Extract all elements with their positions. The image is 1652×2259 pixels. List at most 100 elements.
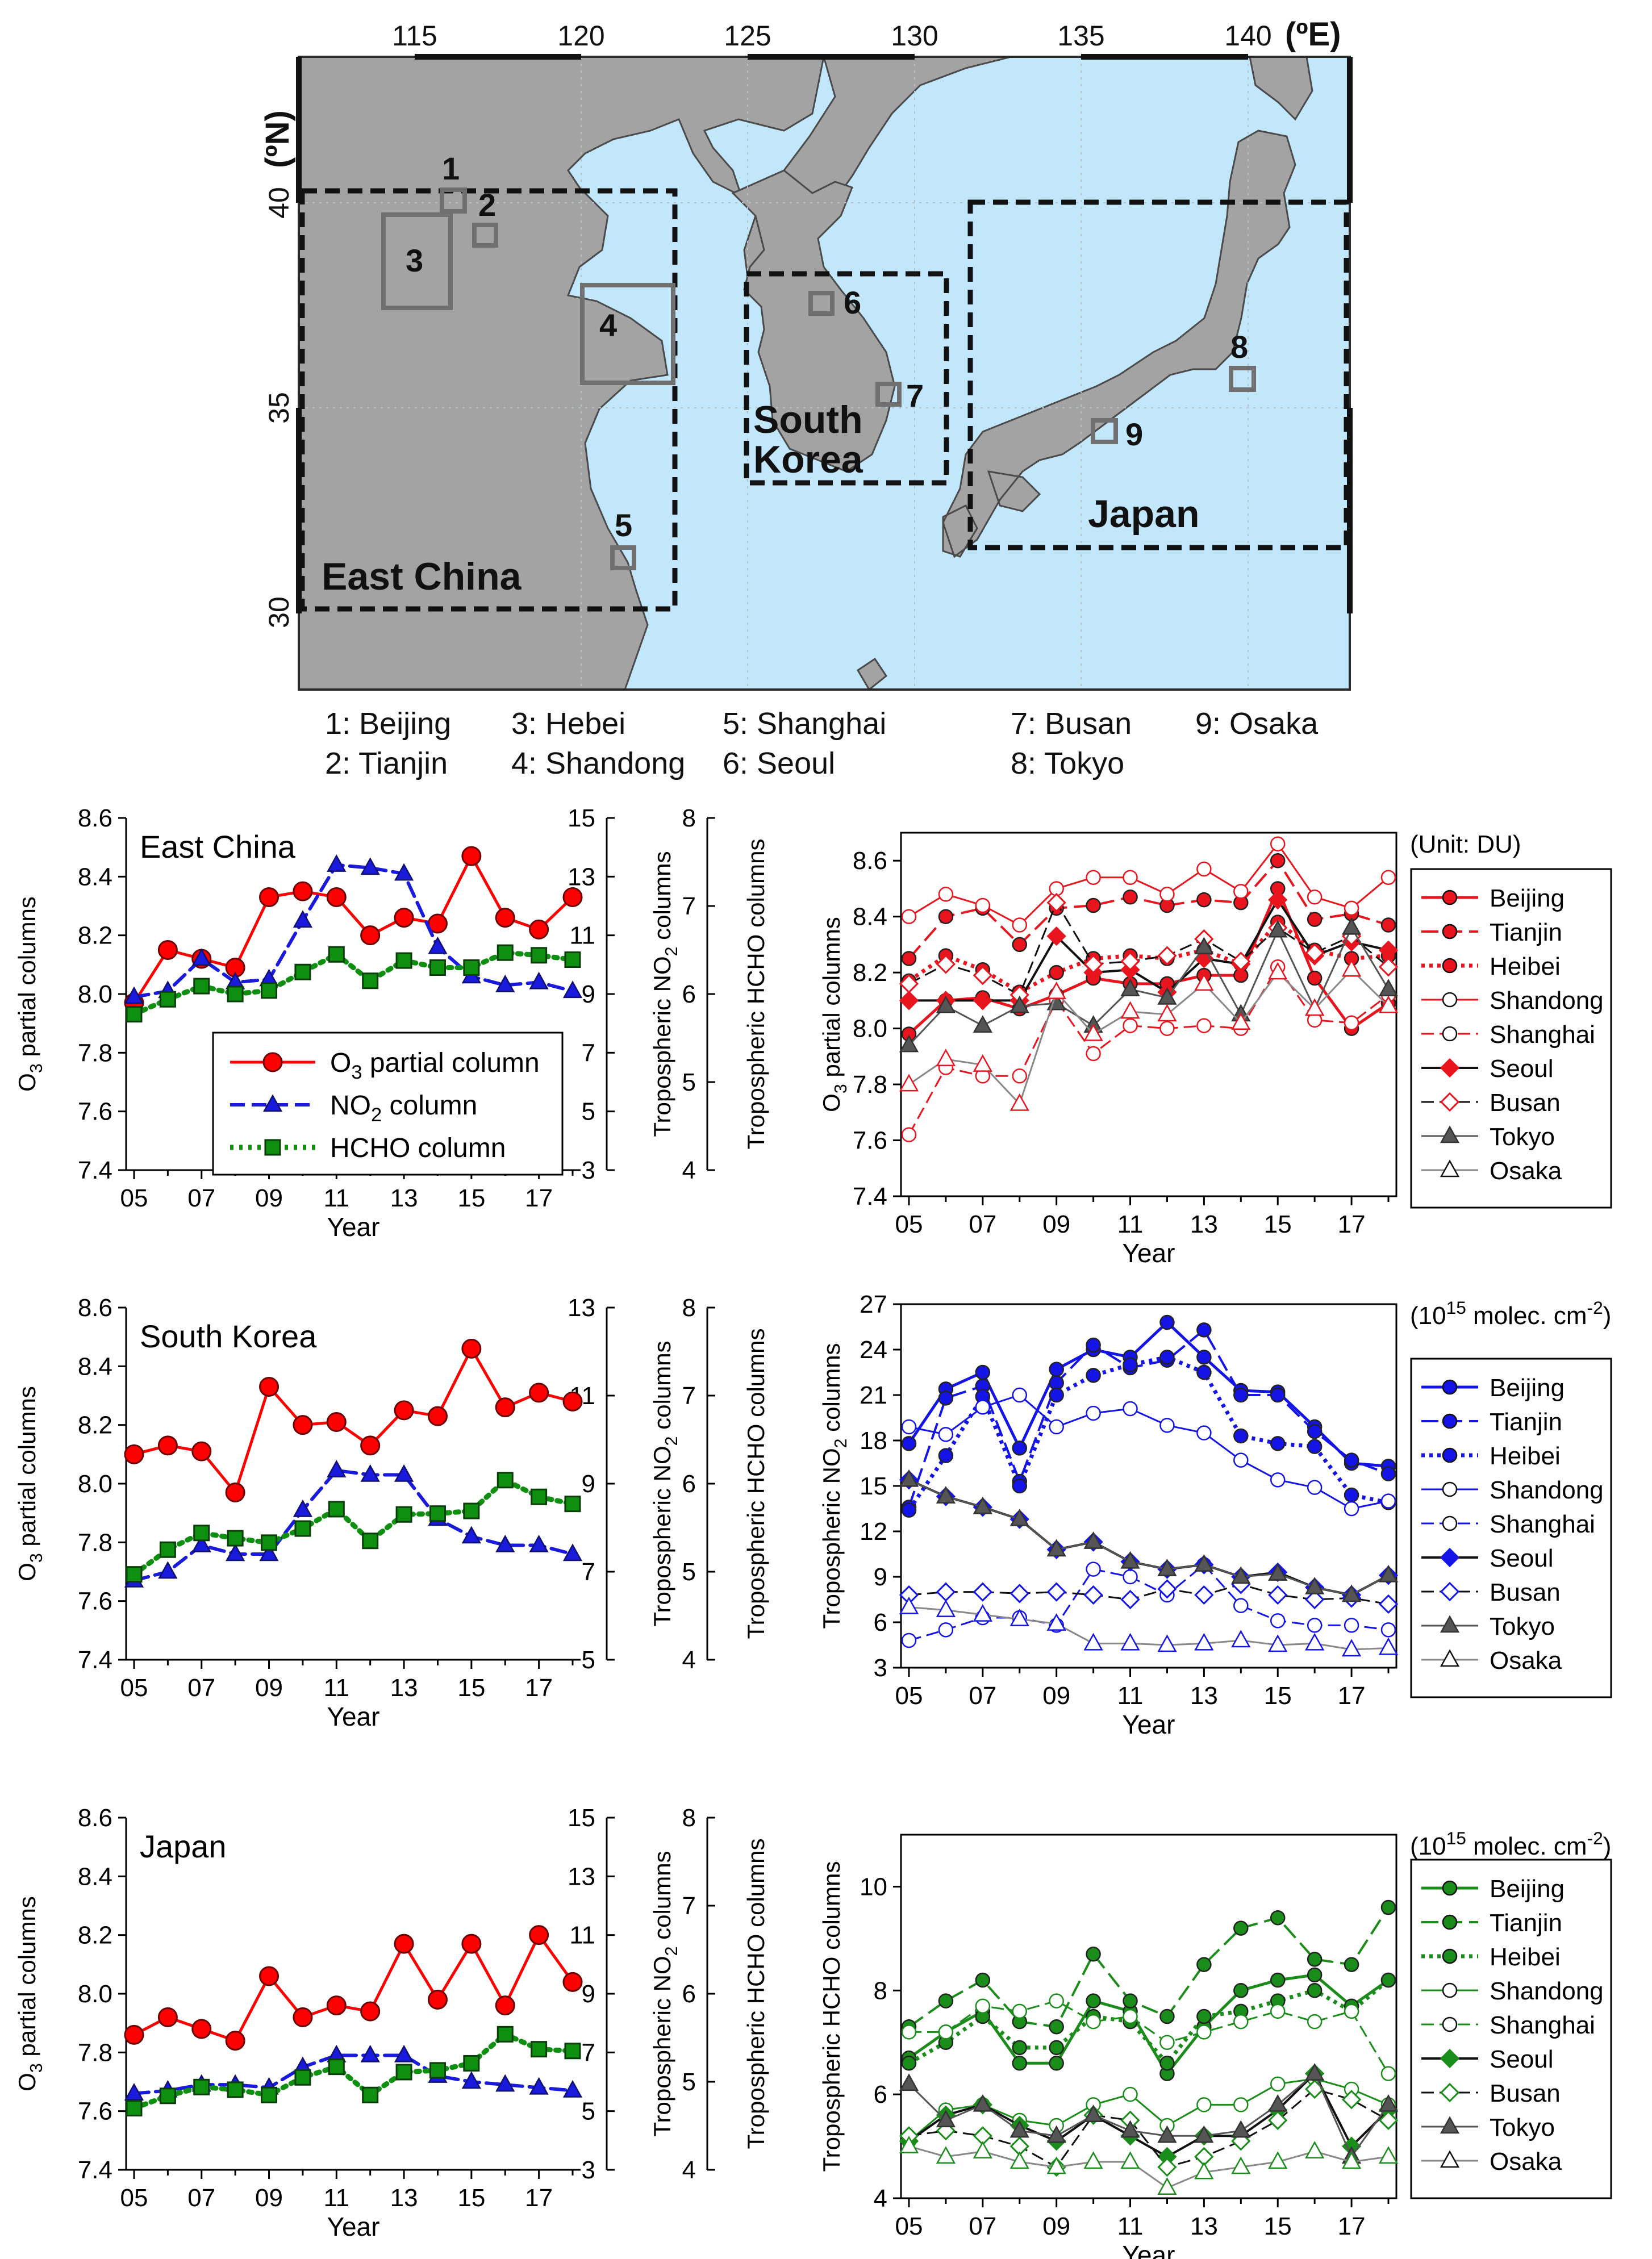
- data-point: [938, 909, 954, 924]
- data-point: [1194, 937, 1214, 955]
- y-axis-label: O3 partial columns: [14, 896, 46, 1092]
- data-point: [1120, 1589, 1140, 1610]
- legend-label: Heibei: [1490, 1943, 1561, 1971]
- y2-tick-label: 15: [568, 1804, 595, 1832]
- data-point: [360, 1435, 381, 1456]
- data-point: [1123, 870, 1138, 886]
- legend-marker: [1440, 2082, 1460, 2103]
- data-point: [1159, 2009, 1175, 2024]
- y3-tick-label: 4: [682, 2156, 696, 2184]
- data-point: [1270, 1387, 1286, 1403]
- x-tick-label: 05: [120, 2184, 148, 2212]
- data-point: [1123, 2009, 1138, 2024]
- data-point: [1049, 1387, 1064, 1403]
- legend-label: Tokyo: [1490, 1613, 1555, 1640]
- data-point: [529, 1925, 549, 1945]
- data-point: [899, 974, 919, 993]
- data-point: [126, 1566, 143, 1583]
- legend-label: Heibei: [1490, 953, 1561, 980]
- legend-label: HCHO column: [330, 1133, 506, 1163]
- x-tick-label: 15: [1264, 2212, 1292, 2240]
- data-point: [193, 1525, 210, 1542]
- x-tick-label: 17: [525, 1674, 553, 1702]
- x-tick-label: 05: [120, 1674, 148, 1702]
- site-legend-item: 4: Shandong: [511, 746, 685, 780]
- data-point: [427, 1406, 448, 1426]
- y-axis-label: O3 partial columns: [14, 1386, 46, 1581]
- data-point: [899, 1469, 919, 1487]
- data-point: [1086, 2014, 1101, 2030]
- data-point: [1083, 1023, 1103, 1041]
- data-point: [975, 1400, 991, 1415]
- data-point: [193, 2078, 210, 2095]
- data-point: [1194, 973, 1214, 991]
- y-tick-label: 21: [860, 1381, 887, 1409]
- data-point: [495, 974, 515, 992]
- data-point: [1270, 1910, 1286, 1926]
- x-tick-label: 11: [323, 2184, 349, 2212]
- x-axis-label: Year: [327, 1702, 380, 1731]
- data-point: [1046, 1539, 1066, 1557]
- legend-label: O3 partial column: [330, 1048, 540, 1083]
- y2-axis-label: Tropospheric NO2 columns: [649, 1851, 681, 2136]
- data-point: [1378, 995, 1399, 1013]
- data-point: [1233, 1387, 1249, 1403]
- y-tick-label: 6: [874, 1609, 887, 1636]
- data-point: [1194, 1554, 1214, 1572]
- data-point: [1233, 1598, 1249, 1613]
- data-point: [294, 2069, 311, 2086]
- data-point: [1157, 1004, 1177, 1022]
- data-point: [936, 2110, 956, 2128]
- data-point: [429, 959, 446, 976]
- data-point: [973, 1015, 992, 1033]
- unit-note: (1015 molec. cm-2): [1410, 1828, 1611, 1860]
- data-point: [394, 863, 414, 881]
- data-point: [901, 2024, 917, 2040]
- data-point: [1086, 1561, 1101, 1577]
- data-point: [973, 1604, 992, 1622]
- data-point: [1380, 1972, 1396, 1988]
- data-point: [973, 2094, 992, 2112]
- y-tick-label: 9: [874, 1563, 887, 1591]
- data-point: [1307, 970, 1323, 986]
- data-point: [899, 1596, 919, 1614]
- data-point: [1196, 1350, 1212, 1365]
- data-point: [1157, 2157, 1177, 2177]
- y2-tick-label: 7: [582, 2039, 595, 2066]
- x-tick-label: 17: [525, 2184, 553, 2212]
- data-point: [157, 940, 178, 960]
- y3-tick-label: 6: [682, 1470, 696, 1498]
- series-line: [908, 1328, 1389, 1508]
- data-point: [294, 963, 311, 980]
- data-point: [1159, 887, 1175, 902]
- data-point: [227, 1530, 244, 1547]
- data-point: [395, 2064, 412, 2081]
- data-point: [901, 1127, 917, 1142]
- data-point: [1196, 1425, 1212, 1440]
- data-point: [225, 2031, 245, 2051]
- data-point: [1083, 2151, 1103, 2169]
- data-point: [1268, 920, 1288, 938]
- legend-label: Busan: [1490, 1089, 1561, 1117]
- x-tick-label: 17: [525, 1184, 553, 1212]
- east-china-box: [299, 188, 678, 612]
- data-point: [1196, 2009, 1212, 2024]
- data-point: [1268, 1563, 1288, 1581]
- lon-tick: 130: [891, 20, 938, 52]
- y-tick-label: 8.0: [78, 1470, 112, 1498]
- legend-marker: [1440, 1159, 1460, 1177]
- y-tick-label: 18: [860, 1427, 887, 1455]
- x-tick-label: 07: [969, 1682, 996, 1710]
- data-point: [328, 1501, 345, 1518]
- data-point: [159, 991, 176, 1008]
- x-tick-label: 11: [323, 1184, 349, 1212]
- y-axis-label: Tropospheric HCHO columns: [818, 1861, 845, 2172]
- data-point: [1159, 2035, 1175, 2050]
- data-point: [1307, 1983, 1323, 1998]
- x-axis-label: Year: [327, 1212, 380, 1242]
- data-point: [1196, 2024, 1212, 2040]
- legend-marker: [1442, 1880, 1458, 1896]
- data-point: [1307, 889, 1323, 905]
- x-tick-label: 15: [457, 1184, 485, 1212]
- data-point: [531, 1488, 548, 1505]
